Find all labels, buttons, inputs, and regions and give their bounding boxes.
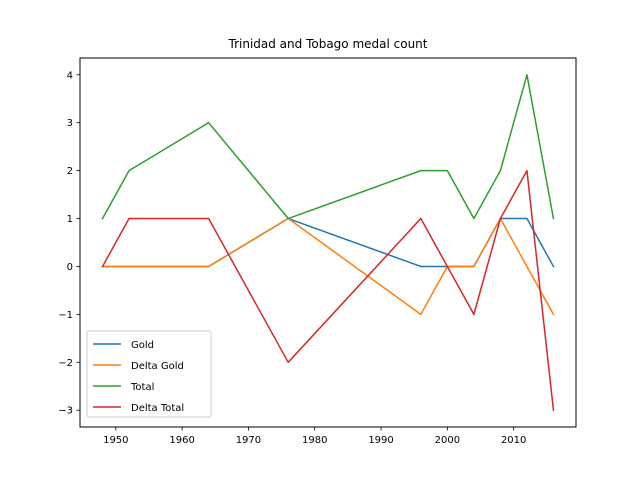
series-line-delta-total (101, 169, 555, 412)
legend-label-delta-total: Delta Total (131, 403, 184, 414)
legend-label-delta-gold: Delta Gold (131, 361, 184, 372)
y-tick-label: 1 (67, 214, 73, 225)
y-tick-label: −2 (58, 358, 73, 369)
x-tick-label: 2000 (435, 435, 460, 446)
legend: Gold Delta Gold Total Delta Total (86, 330, 212, 418)
y-tick-label: −1 (58, 310, 73, 321)
y-tick-label: 0 (67, 262, 73, 273)
x-tick-label: 1990 (368, 435, 393, 446)
x-tick-label: 2010 (501, 435, 526, 446)
y-tick-label: 3 (67, 118, 73, 129)
y-tick-label: 2 (67, 166, 73, 177)
x-tick-label: 1970 (236, 435, 261, 446)
legend-label-gold: Gold (131, 340, 154, 351)
series-line-delta-gold (101, 217, 555, 316)
y-tick-label: 4 (67, 70, 73, 81)
x-tick-label: 1980 (302, 435, 327, 446)
series-line-total (101, 74, 555, 220)
x-tick-label: 1960 (169, 435, 194, 446)
legend-label-total: Total (130, 382, 154, 393)
legend-box (86, 330, 212, 418)
y-tick-label: −3 (58, 406, 73, 417)
axes-frame (79, 57, 577, 428)
chart-title: Trinidad and Tobago medal count (228, 37, 428, 51)
plot-area: 1950 1960 1970 1980 1990 2000 2010 −3 −2 −1 0 1 2 3 4 (58, 70, 555, 446)
x-tick-label: 1950 (103, 435, 128, 446)
